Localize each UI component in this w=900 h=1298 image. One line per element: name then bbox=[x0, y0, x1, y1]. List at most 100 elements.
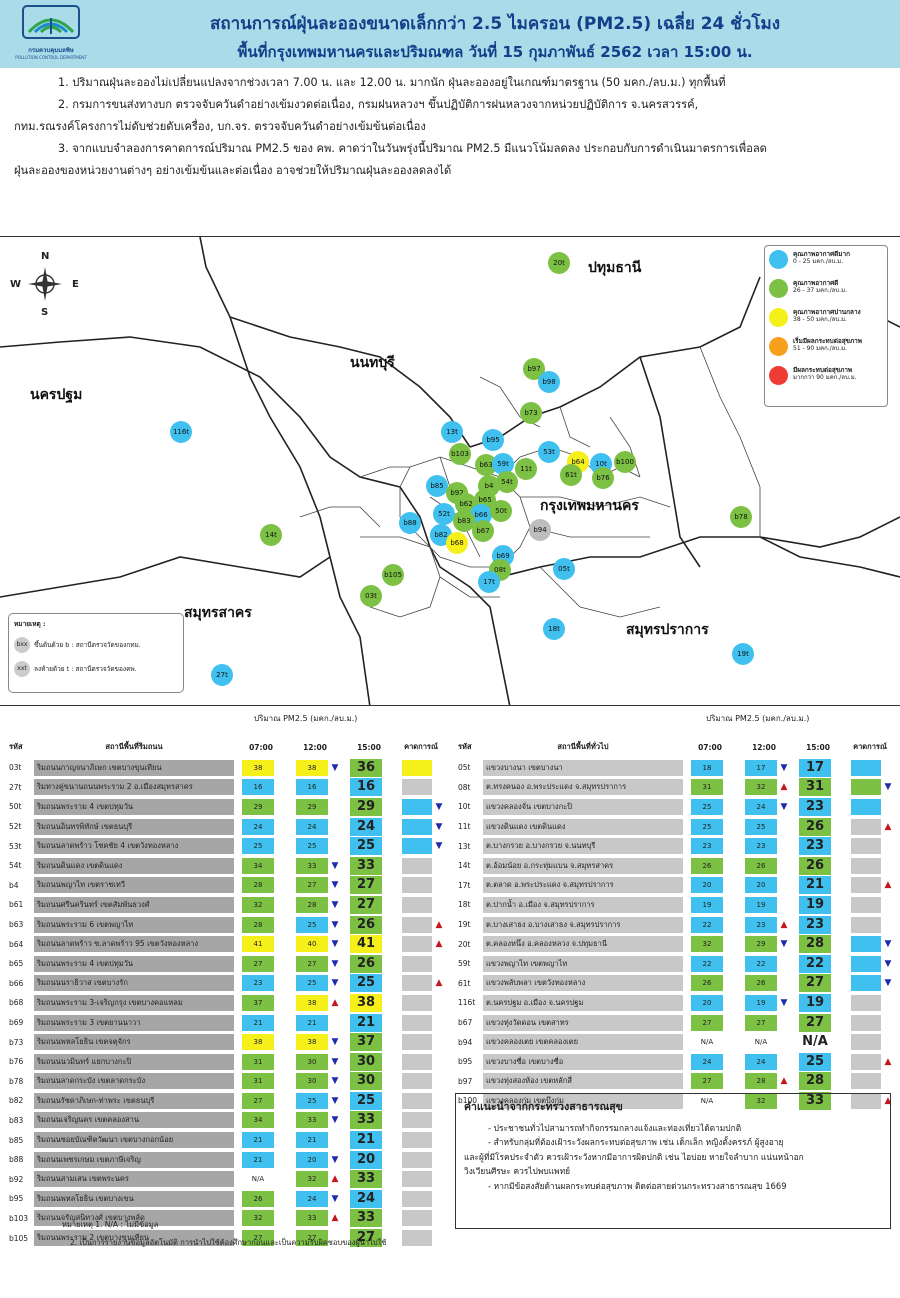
value-1200: 33 bbox=[296, 1210, 328, 1227]
trend-arrow: ▼ bbox=[328, 1096, 342, 1106]
value-0700: 16 bbox=[242, 779, 274, 796]
table-row: 19t ต.บางเสาธง อ.บางเสาธง จ.สมุทรปราการ 22… bbox=[455, 915, 895, 935]
station-code: b65 bbox=[9, 959, 24, 969]
station-marker: b88 bbox=[399, 512, 421, 534]
station-name: ริมถนนพระราม 4 เขตปทุมวัน bbox=[34, 955, 234, 972]
legend-swatch bbox=[769, 366, 788, 385]
compass-s: S bbox=[41, 307, 49, 318]
value-0700: 20 bbox=[691, 994, 723, 1011]
forecast-swatch bbox=[402, 818, 432, 835]
trend-arrow: ▼ bbox=[777, 998, 791, 1008]
station-name: ริมถนนพระราม 3 เขตยานนาวา bbox=[34, 1014, 234, 1031]
station-marker: 59t bbox=[492, 453, 514, 475]
table-row: b83 ริมถนนเจริญนคร เขตคลองสาน 34 33 ▼ 33 bbox=[6, 1111, 446, 1131]
value-1200: 28 bbox=[296, 896, 328, 913]
value-1200: 29 bbox=[296, 798, 328, 815]
station-name: แขวงทุ่งวัดดอน เขตสาทร bbox=[483, 1014, 683, 1031]
forecast-arrow: ▼ bbox=[881, 959, 895, 969]
value-1200: 27 bbox=[296, 877, 328, 894]
legend-swatch bbox=[769, 337, 788, 356]
forecast-swatch bbox=[851, 1073, 881, 1090]
value-0700: 27 bbox=[691, 1014, 723, 1031]
value-1200: 25 bbox=[296, 975, 328, 992]
forecast-arrow: ▼ bbox=[881, 978, 895, 988]
station-marker: b78 bbox=[730, 506, 752, 528]
station-code: b4 bbox=[9, 880, 19, 890]
station-code: b73 bbox=[9, 1037, 24, 1047]
station-code: b85 bbox=[9, 1135, 24, 1145]
advice-item: - ประชาชนทั่วไปสามารถทำกิจกรรมกลางแจ้งแล… bbox=[488, 1122, 742, 1133]
station-marker: 18t bbox=[543, 618, 565, 640]
table-row: 54t ริมถนนดินแดง เขตดินแดง 34 33 ▼ 33 bbox=[6, 856, 446, 876]
station-marker: 17t bbox=[478, 571, 500, 593]
col-t1: 07:00 bbox=[249, 742, 273, 752]
value-1200: 25 bbox=[296, 916, 328, 933]
forecast-swatch bbox=[402, 798, 432, 815]
pm25-map: N S W E ปทุมธานี นนทบุรี นครปฐม กรุงเทพม… bbox=[0, 236, 900, 706]
station-name: ริมถนนสามเสน เขตพระนคร bbox=[34, 1171, 234, 1188]
station-code: b105 bbox=[9, 1233, 29, 1243]
station-marker: b63 bbox=[475, 454, 497, 476]
table-row: 14t ต.อ้อมน้อย อ.กระทุ่มแบน จ.สมุทรสาคร 26… bbox=[455, 856, 895, 876]
station-name: ต.บางกรวย อ.บางกรวย จ.นนทบุรี bbox=[483, 838, 683, 855]
forecast-swatch bbox=[851, 1092, 881, 1109]
station-code: b82 bbox=[9, 1096, 24, 1106]
station-name: แขวงพลับพลา เขตวังทองหลาง bbox=[483, 975, 683, 992]
down-arrow-icon: ▼ bbox=[331, 958, 339, 969]
col-forecast: คาดการณ์ bbox=[404, 742, 438, 751]
up-arrow-icon: ▲ bbox=[331, 1213, 339, 1224]
value-0700: 28 bbox=[242, 916, 274, 933]
value-0700: 21 bbox=[242, 1014, 274, 1031]
value-1200: 24 bbox=[296, 1190, 328, 1207]
up-arrow-icon: ▲ bbox=[884, 1095, 892, 1106]
station-marker: 53t bbox=[538, 441, 560, 463]
advice-item: วิงเวียนศีรษะ ควรไปพบแพทย์ bbox=[464, 1166, 571, 1176]
station-code: 11t bbox=[458, 822, 471, 832]
legend-text: คุณภาพอากาศดี 26 - 37 มคก./ลบ.ม. bbox=[793, 279, 847, 295]
station-marker: 54t bbox=[496, 471, 518, 493]
value-1500: 27 bbox=[350, 876, 382, 895]
down-arrow-icon: ▼ bbox=[884, 978, 892, 989]
value-1200: N/A bbox=[754, 1038, 768, 1047]
trend-arrow: ▲ bbox=[777, 782, 791, 792]
station-marker: 14t bbox=[260, 524, 282, 546]
legend-title: คุณภาพอากาศดีมาก bbox=[793, 250, 850, 258]
value-0700: 31 bbox=[242, 1053, 274, 1070]
forecast-arrow: ▲ bbox=[881, 1057, 895, 1067]
station-name: ริมถนนดินแดง เขตดินแดง bbox=[34, 857, 234, 874]
value-1200: 21 bbox=[296, 1132, 328, 1149]
value-1500: 26 bbox=[799, 856, 831, 875]
station-name: ริมถนนจรัญสนิทวงศ์ เขตบางพลัด bbox=[34, 1210, 234, 1227]
value-0700: 29 bbox=[242, 798, 274, 815]
value-1500: 27 bbox=[799, 1013, 831, 1032]
note-line: กทม.รณรงค์โครงการไม่ดับช่วยดับเครื่อง, บ… bbox=[14, 120, 426, 133]
trend-arrow: ▼ bbox=[328, 1115, 342, 1125]
value-0700: 32 bbox=[242, 1210, 274, 1227]
col-t3: 15:00 bbox=[806, 742, 830, 752]
value-1500: N/A bbox=[802, 1034, 828, 1050]
down-arrow-icon: ▼ bbox=[780, 997, 788, 1008]
down-arrow-icon: ▼ bbox=[884, 782, 892, 793]
value-0700: 25 bbox=[691, 818, 723, 835]
table-row: b105 ริมถนนพระราม 2 เขตบางขุนเทียน 27 27 27 bbox=[6, 1228, 446, 1248]
station-marker: 03t bbox=[360, 585, 382, 607]
value-0700: 31 bbox=[242, 1073, 274, 1090]
value-1200: 20 bbox=[296, 1151, 328, 1168]
down-arrow-icon: ▼ bbox=[331, 1076, 339, 1087]
value-1200: 25 bbox=[296, 1092, 328, 1109]
footnote-line: หมายเหตุ 1. N/A : ไม่มีข้อมูล bbox=[62, 1220, 159, 1229]
station-code: 116t bbox=[458, 998, 476, 1008]
station-name: ริมถนนพระราม 3-เจริญกรุง เขตบางคอแหลม bbox=[34, 994, 234, 1011]
legend-range: 0 - 25 มคก./ลบ.ม. bbox=[793, 258, 844, 265]
general-table: รหัส สถานีพื้นที่ทั่วไป 07:00 12:00 15:0… bbox=[455, 736, 895, 1111]
value-0700: 32 bbox=[691, 936, 723, 953]
station-code: b63 bbox=[9, 920, 24, 930]
value-0700: 27 bbox=[242, 1230, 274, 1247]
forecast-arrow: ▲ bbox=[881, 880, 895, 890]
province-label: ปทุมธานี bbox=[588, 260, 642, 276]
page-title: สถานการณ์ฝุ่นละอองขนาดเล็กกว่า 2.5 ไมครอ… bbox=[209, 14, 781, 34]
up-arrow-icon: ▲ bbox=[435, 939, 443, 950]
forecast-swatch bbox=[851, 896, 881, 913]
table-row: 27t ริมทางคู่ขนานถนนพระราม 2 อ.เมืองสมุทร… bbox=[6, 778, 446, 798]
value-1200: 32 bbox=[296, 1171, 328, 1188]
